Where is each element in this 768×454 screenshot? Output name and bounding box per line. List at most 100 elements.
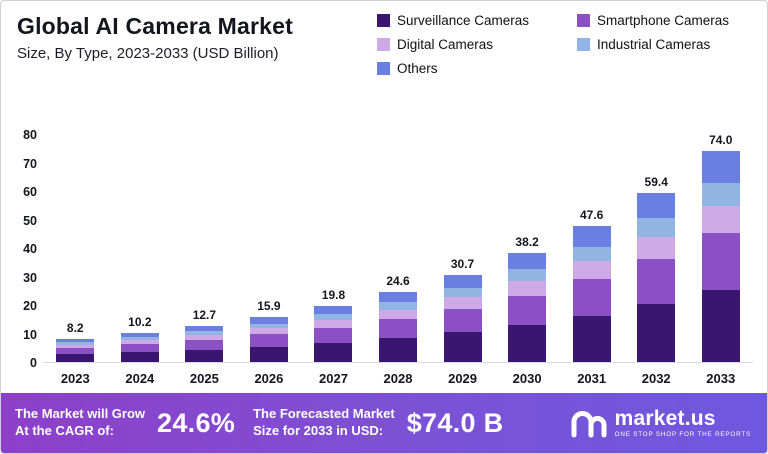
bar-2029: 30.7 [430,109,495,362]
forecast-label: The Forecasted Market Size for 2033 in U… [253,406,395,440]
x-axis-labels: 2023 2024 2025 2026 2027 2028 2029 2030 2031 2032… [43,363,753,393]
bar-stack [185,325,224,362]
segment-smartphone-cameras [185,340,224,350]
x-label-2027: 2027 [319,370,348,386]
x-label-2026: 2026 [254,370,284,386]
bar-stack [120,332,159,362]
segment-others [379,291,417,303]
footer-banner: The Market will Grow At the CAGR of: 24.… [1,393,767,453]
segment-digital-cameras [379,310,417,320]
bar-value-label: 59.4 [644,174,668,189]
cagr-label: The Market will Grow At the CAGR of: [15,406,145,440]
legend-item-others: Others [377,61,577,76]
segment-digital-cameras [701,205,740,234]
bar-stack [249,316,288,362]
bar-2032: 59.4 [624,109,689,362]
segment-smartphone-cameras [637,258,676,305]
legend-item-surveillance-cameras: Surveillance Cameras [377,13,577,28]
x-label-2030: 2030 [512,370,542,386]
x-label-2033: 2033 [706,370,736,386]
segment-industrial-cameras [637,218,676,237]
segment-others [637,192,676,219]
bar-stack [637,192,676,362]
segment-surveillance-cameras [508,324,547,362]
y-tick-70: 70 [23,156,37,171]
bar-value-label: 12.7 [192,307,217,322]
x-label-2028: 2028 [383,370,413,386]
segment-digital-cameras [120,340,159,345]
segment-digital-cameras [508,281,547,296]
swatch-periwinkle [377,62,390,75]
market-us-icon [571,411,607,438]
bar-2030: 38.2 [495,109,560,362]
x-label-2023: 2023 [60,370,90,386]
x-label-2025: 2025 [189,370,219,386]
segment-industrial-cameras [249,323,288,329]
bar-value-label: 47.6 [579,208,604,223]
swatch-medium-purple [577,14,590,27]
swatch-light-blue [577,38,590,51]
segment-digital-cameras [314,320,353,328]
plot-area: 8.2 10.2 12.7 15.9 19.8 24.6 30.7 38.2 47.6 59.4 7… [43,109,753,393]
bar-value-label: 24.6 [386,273,410,288]
swatch-light-lavender [377,38,390,51]
bar-stack [508,253,547,362]
bar-stack [572,226,611,362]
bar-stack [314,305,353,362]
bar-value-label: 10.2 [128,314,152,329]
segment-digital-cameras [249,328,288,335]
segment-surveillance-cameras [249,346,288,362]
forecast-label-line1: The Forecasted Market [253,406,395,422]
cagr-label-line1: The Market will Grow [15,406,146,422]
segment-others [314,305,353,315]
segment-digital-cameras [637,236,676,259]
y-tick-80: 80 [23,128,37,142]
segment-smartphone-cameras [56,347,95,355]
legend: Surveillance Cameras Smartphone Cameras Di… [377,13,757,76]
segment-digital-cameras [56,344,95,348]
chart-plot-row: 0 10 20 30 40 50 60 70 80 8.2 10.2 12.7 15.9 19.8 24.… [11,109,753,393]
y-tick-50: 50 [23,213,37,228]
segment-smartphone-cameras [314,327,353,343]
bar-2025: 12.7 [172,109,237,362]
segment-others [443,274,482,288]
segment-surveillance-cameras [185,349,224,362]
segment-surveillance-cameras [637,304,676,362]
segment-industrial-cameras [185,331,224,336]
segment-smartphone-cameras [508,295,547,325]
segment-others [701,151,740,183]
legend-label: Others [397,61,438,76]
segment-others [249,316,288,324]
bar-value-label: 30.7 [450,256,475,271]
segment-others [120,332,159,338]
bars-area: 8.2 10.2 12.7 15.9 19.8 24.6 30.7 38.2 47.6 59.4 7… [43,109,753,363]
segment-surveillance-cameras [120,352,159,362]
legend-item-industrial-cameras: Industrial Cameras [577,37,757,52]
brand-name: market.us [614,406,716,430]
segment-smartphone-cameras [572,279,611,316]
segment-smartphone-cameras [443,308,482,333]
y-tick-60: 60 [23,185,37,199]
legend-label: Industrial Cameras [597,37,711,52]
bar-value-label: 38.2 [515,235,539,250]
segment-surveillance-cameras [701,290,740,362]
segment-industrial-cameras [572,246,611,262]
x-label-2029: 2029 [448,370,478,386]
page-subtitle: Size, By Type, 2023-2033 (USD Billion) [17,45,279,62]
brand-tagline: ONE STOP SHOP FOR THE REPORTS [614,430,751,438]
bar-2033: 74.0 [688,109,753,362]
bar-2028: 24.6 [366,109,431,362]
segment-surveillance-cameras [572,315,611,362]
legend-item-digital-cameras: Digital Cameras [377,37,577,52]
segment-industrial-cameras [56,342,95,345]
segment-others [56,338,95,343]
segment-digital-cameras [443,297,482,309]
header: Global AI Camera Market Size, By Type, 2… [1,1,767,62]
cagr-label-line2: At the CAGR of: [15,423,114,438]
page-title: Global AI Camera Market [17,13,294,39]
x-label-2024: 2024 [125,370,155,386]
segment-smartphone-cameras [120,344,159,353]
segment-surveillance-cameras [314,342,353,362]
segment-industrial-cameras [120,337,159,341]
